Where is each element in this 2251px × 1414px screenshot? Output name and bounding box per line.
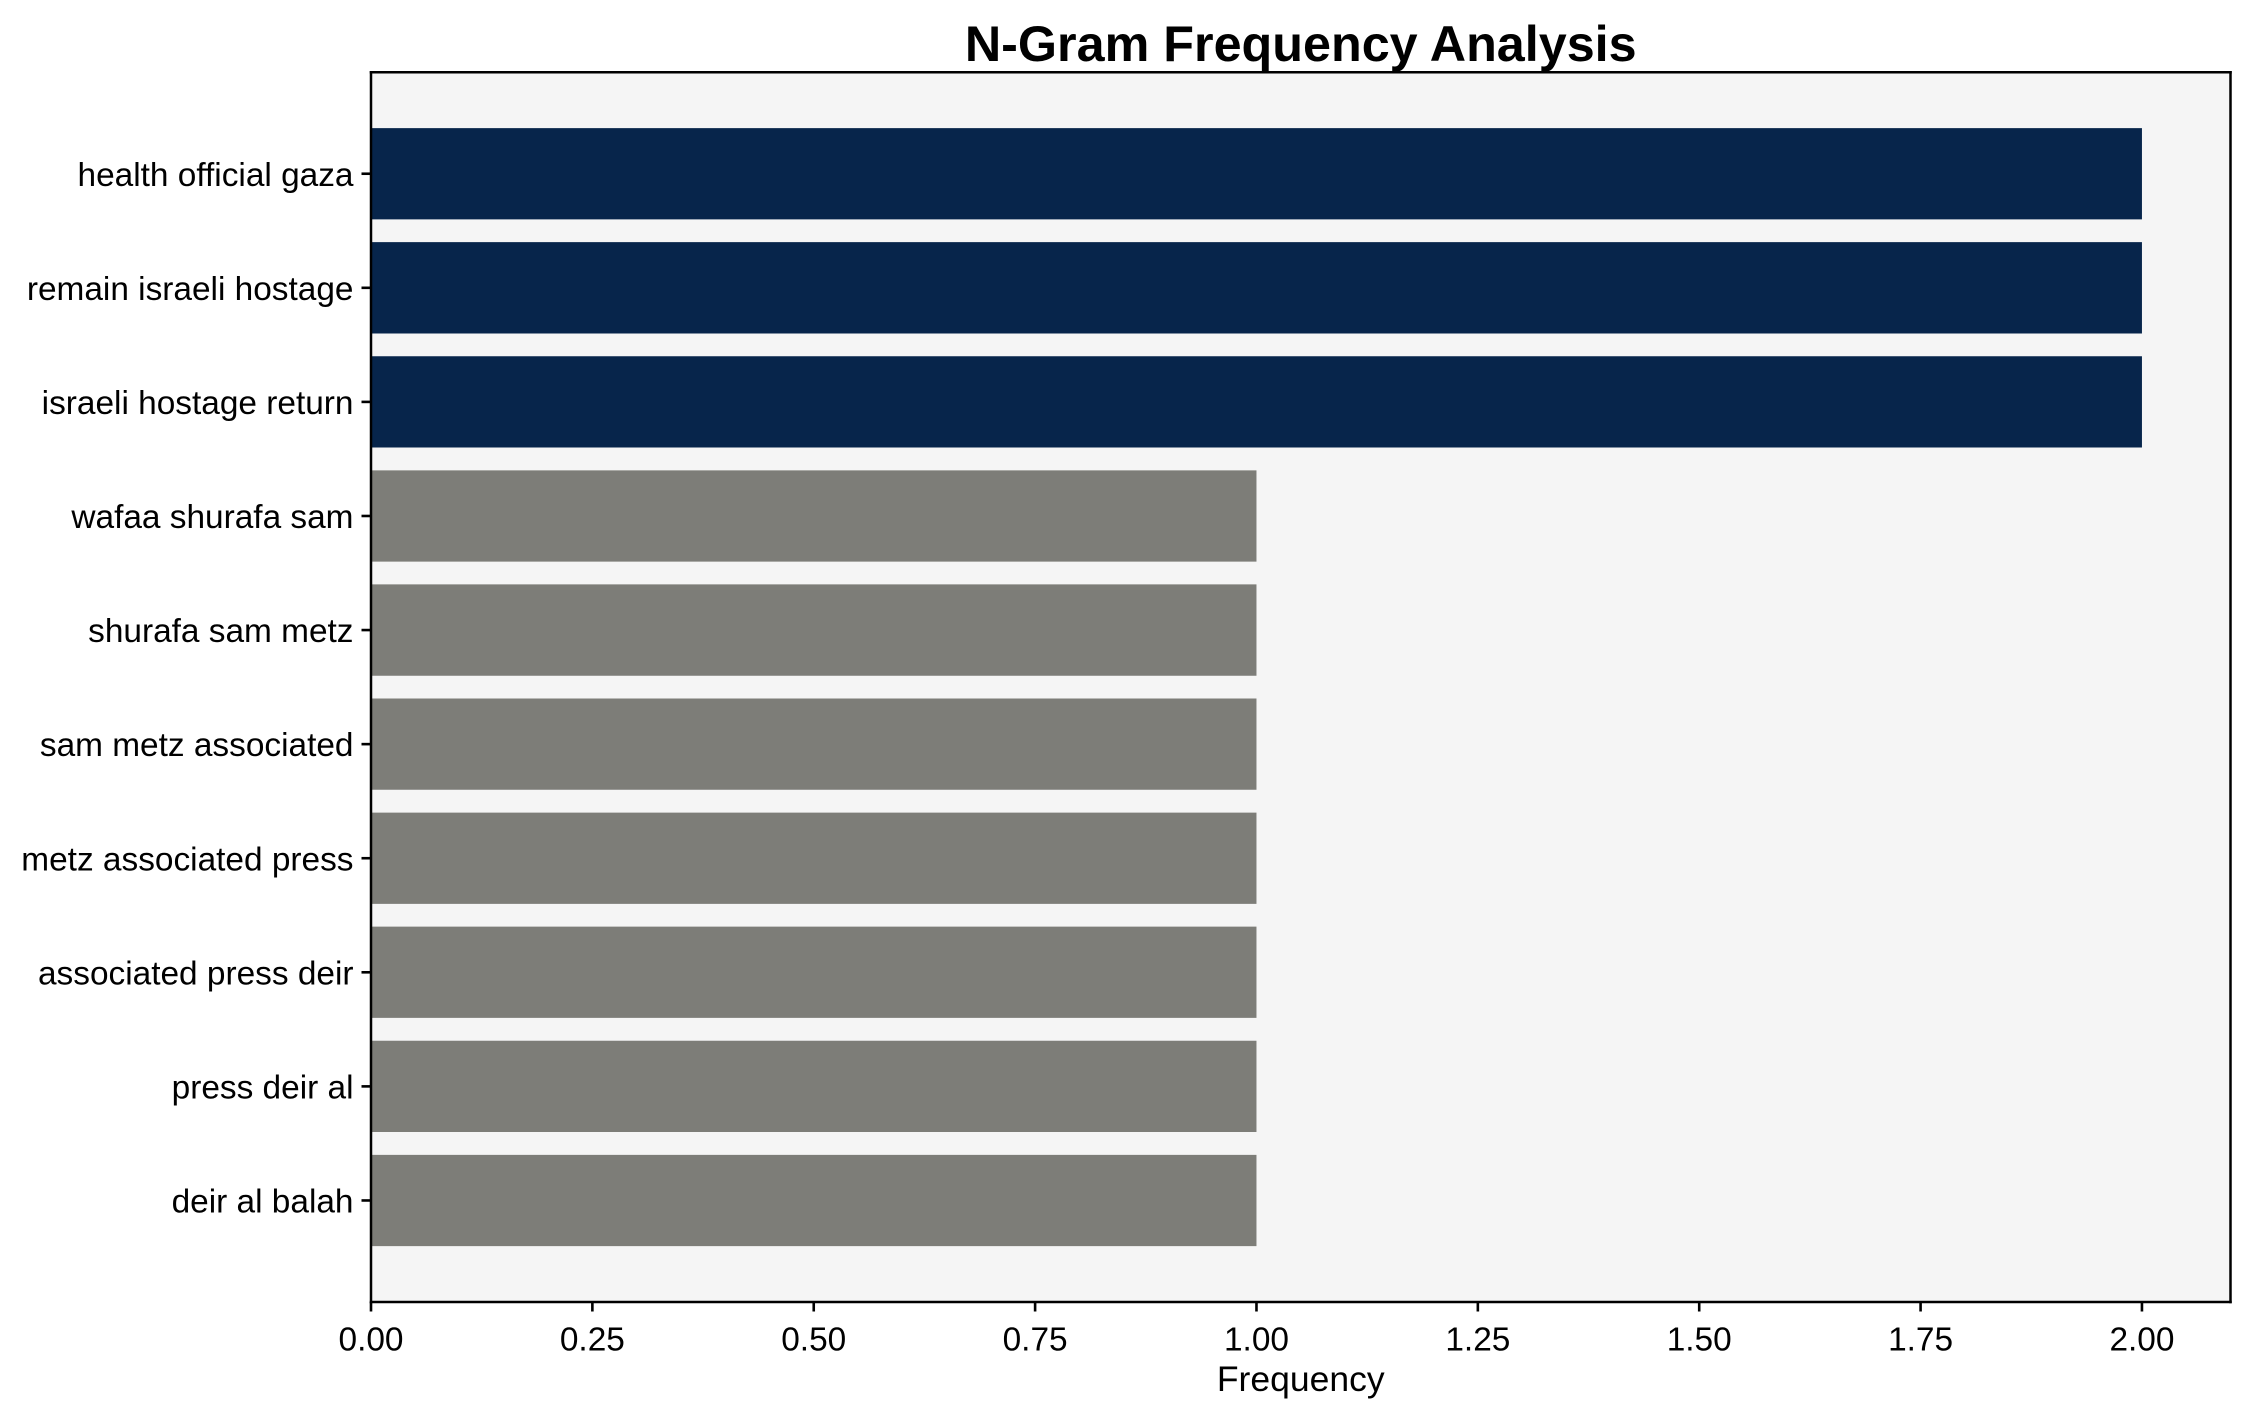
svg-text:0.50: 0.50 [781,1322,846,1359]
svg-text:remain israeli hostage: remain israeli hostage [27,271,354,308]
svg-text:1.50: 1.50 [1667,1322,1732,1359]
svg-text:1.75: 1.75 [1888,1322,1953,1359]
svg-text:sam metz associated: sam metz associated [40,727,354,764]
svg-text:N-Gram Frequency Analysis: N-Gram Frequency Analysis [965,15,1637,72]
svg-text:2.00: 2.00 [2109,1322,2174,1359]
svg-text:deir al balah: deir al balah [172,1184,354,1221]
svg-text:press deir al: press deir al [172,1069,354,1106]
svg-text:health official gaza: health official gaza [78,157,354,194]
svg-text:associated press deir: associated press deir [38,955,354,992]
svg-text:israeli hostage return: israeli hostage return [42,385,354,422]
svg-text:wafaa shurafa sam: wafaa shurafa sam [70,499,353,536]
svg-text:Frequency: Frequency [1217,1359,1385,1399]
svg-text:1.00: 1.00 [1224,1322,1289,1359]
svg-text:0.25: 0.25 [560,1322,625,1359]
svg-text:0.00: 0.00 [339,1322,404,1359]
svg-text:shurafa sam metz: shurafa sam metz [88,613,353,650]
svg-text:1.25: 1.25 [1445,1322,1510,1359]
svg-text:metz associated press: metz associated press [21,841,353,878]
svg-text:0.75: 0.75 [1003,1322,1068,1359]
